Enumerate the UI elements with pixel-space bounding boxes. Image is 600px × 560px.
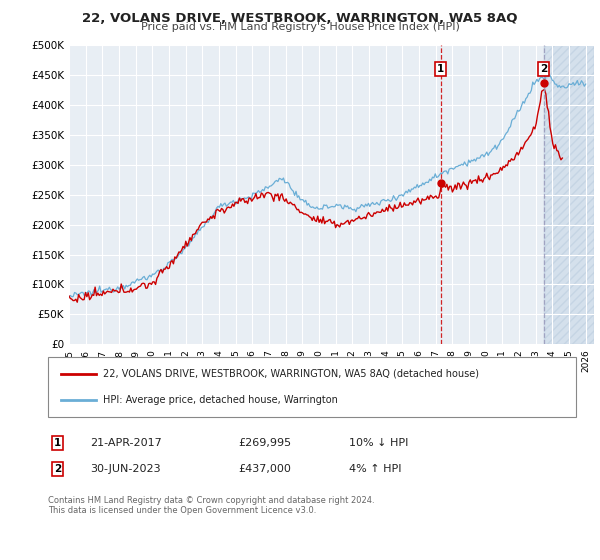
Text: HPI: Average price, detached house, Warrington: HPI: Average price, detached house, Warr… bbox=[103, 395, 338, 405]
Text: 10% ↓ HPI: 10% ↓ HPI bbox=[349, 438, 409, 448]
Text: 4% ↑ HPI: 4% ↑ HPI bbox=[349, 464, 401, 474]
Text: Contains HM Land Registry data © Crown copyright and database right 2024.
This d: Contains HM Land Registry data © Crown c… bbox=[48, 496, 374, 515]
Bar bbox=[544, 45, 594, 344]
Text: 1: 1 bbox=[437, 64, 444, 74]
Text: 1: 1 bbox=[54, 438, 61, 448]
Text: 2: 2 bbox=[54, 464, 61, 474]
Text: £437,000: £437,000 bbox=[238, 464, 291, 474]
Text: £269,995: £269,995 bbox=[238, 438, 291, 448]
Text: 22, VOLANS DRIVE, WESTBROOK, WARRINGTON, WA5 8AQ: 22, VOLANS DRIVE, WESTBROOK, WARRINGTON,… bbox=[82, 12, 518, 25]
Text: 22, VOLANS DRIVE, WESTBROOK, WARRINGTON, WA5 8AQ (detached house): 22, VOLANS DRIVE, WESTBROOK, WARRINGTON,… bbox=[103, 368, 479, 379]
Text: Price paid vs. HM Land Registry's House Price Index (HPI): Price paid vs. HM Land Registry's House … bbox=[140, 22, 460, 32]
Bar bbox=[544, 45, 594, 344]
Text: 30-JUN-2023: 30-JUN-2023 bbox=[90, 464, 161, 474]
Text: 21-APR-2017: 21-APR-2017 bbox=[90, 438, 162, 448]
Text: 2: 2 bbox=[541, 64, 548, 74]
